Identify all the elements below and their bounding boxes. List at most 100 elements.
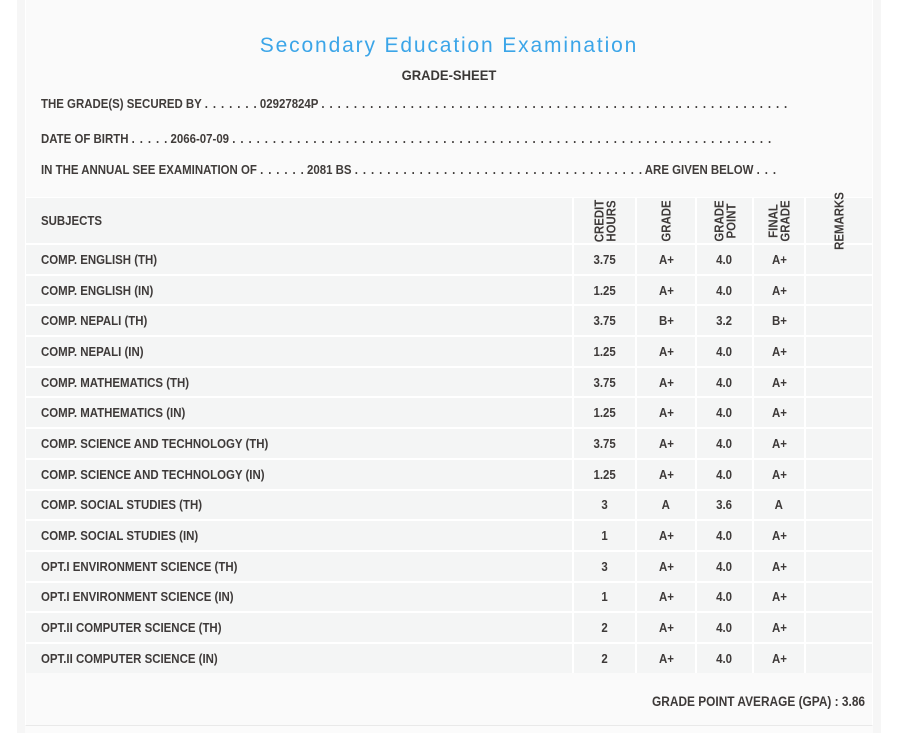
subject-cell: COMP. NEPALI (TH) xyxy=(26,306,572,336)
grade-cell: A+ xyxy=(637,551,695,581)
final-grade-cell: A+ xyxy=(754,551,804,581)
info-label: DATE OF BIRTH xyxy=(41,130,129,146)
credit-hours-cell: 3 xyxy=(574,551,635,581)
grade-point-cell: 4.0 xyxy=(697,245,752,274)
credit-hours-cell: 2 xyxy=(574,613,635,642)
credit-hours-cell: 3.75 xyxy=(574,306,635,336)
grade-point-cell: 4.0 xyxy=(697,275,752,305)
table-row: OPT.I ENVIRONMENT SCIENCE (TH) 3 A+ 4.0 … xyxy=(26,551,872,581)
final-grade-cell: A+ xyxy=(754,275,804,305)
gpa-label: GRADE POINT AVERAGE (GPA) : 3.86 xyxy=(652,693,865,709)
remarks-cell xyxy=(806,643,872,673)
credit-hours-cell: 1.25 xyxy=(574,398,635,428)
column-header-grade-point: GRADE POINT xyxy=(697,198,752,243)
table-row: COMP. NEPALI (TH) 3.75 B+ 3.2 B+ xyxy=(26,306,872,336)
remarks-cell xyxy=(806,490,872,520)
subject-cell: OPT.II COMPUTER SCIENCE (IN) xyxy=(26,643,572,673)
result-card: Secondary Education Examination GRADE-SH… xyxy=(17,0,881,733)
dotted-filler: . . . . . . . . . . . . . . . . . . . . … xyxy=(232,130,772,146)
remarks-cell xyxy=(806,429,872,458)
grades-secured-by-line: THE GRADE(S) SECURED BY . . . . . . . 02… xyxy=(41,95,862,112)
grade-point-cell: 4.0 xyxy=(697,459,752,489)
grade-point-cell: 4.0 xyxy=(697,613,752,642)
subject-cell: OPT.I ENVIRONMENT SCIENCE (IN) xyxy=(26,582,572,612)
remarks-cell xyxy=(806,275,872,305)
grade-point-cell: 4.0 xyxy=(697,429,752,458)
column-header-credit-hours: CREDIT HOURS xyxy=(574,198,635,243)
final-grade-cell: A+ xyxy=(754,367,804,397)
column-header-remarks: REMARKS xyxy=(806,192,872,249)
grade-cell: A+ xyxy=(637,245,695,274)
grade-cell: A+ xyxy=(637,429,695,458)
info-suffix: ARE GIVEN BELOW xyxy=(644,161,754,177)
grade-point-cell: 4.0 xyxy=(697,398,752,428)
remarks-cell xyxy=(806,337,872,366)
subject-cell: COMP. MATHEMATICS (IN) xyxy=(26,398,572,428)
subject-cell: OPT.II COMPUTER SCIENCE (TH) xyxy=(26,613,572,642)
subject-cell: COMP. SCIENCE AND TECHNOLOGY (IN) xyxy=(26,459,572,489)
grade-cell: B+ xyxy=(637,306,695,336)
table-row: COMP. MATHEMATICS (TH) 3.75 A+ 4.0 A+ xyxy=(26,367,872,397)
subject-cell: COMP. MATHEMATICS (TH) xyxy=(26,367,572,397)
subject-cell: COMP. ENGLISH (IN) xyxy=(26,275,572,305)
grade-point-cell: 4.0 xyxy=(697,582,752,612)
grade-cell: A+ xyxy=(637,275,695,305)
symbol-number-value: 02927824P xyxy=(259,96,319,111)
subject-cell: COMP. SCIENCE AND TECHNOLOGY (TH) xyxy=(26,429,572,458)
column-header-grade: GRADE xyxy=(637,198,695,243)
table-row: COMP. NEPALI (IN) 1.25 A+ 4.0 A+ xyxy=(26,337,872,366)
credit-hours-cell: 1.25 xyxy=(574,275,635,305)
credit-hours-cell: 3.75 xyxy=(574,367,635,397)
table-row: COMP. SOCIAL STUDIES (TH) 3 A 3.6 A xyxy=(26,490,872,520)
grade-cell: A+ xyxy=(637,398,695,428)
dotted-filler: . . . . . . xyxy=(260,161,304,177)
grade-cell: A+ xyxy=(637,367,695,397)
remarks-cell xyxy=(806,459,872,489)
grade-sheet: Secondary Education Examination GRADE-SH… xyxy=(25,0,873,726)
grade-cell: A+ xyxy=(637,643,695,673)
remarks-cell xyxy=(806,245,872,274)
final-grade-cell: A+ xyxy=(754,643,804,673)
table-header-row: SUBJECTS CREDIT HOURS GRADE GRADE POINT … xyxy=(26,192,872,249)
credit-hours-cell: 3 xyxy=(574,490,635,520)
column-header-subjects: SUBJECTS xyxy=(26,198,572,243)
date-of-birth-value: 2066-07-09 xyxy=(170,130,230,146)
table-row: COMP. SCIENCE AND TECHNOLOGY (IN) 1.25 A… xyxy=(26,459,872,489)
dotted-filler: . . . xyxy=(756,161,777,177)
final-grade-cell: B+ xyxy=(754,306,804,336)
page-title: Secondary Education Examination xyxy=(259,34,639,57)
grade-point-cell: 4.0 xyxy=(697,551,752,581)
column-header-final-grade: FINAL GRADE xyxy=(754,198,804,243)
table-row: OPT.I ENVIRONMENT SCIENCE (IN) 1 A+ 4.0 … xyxy=(26,582,872,612)
dotted-filler: . . . . . . . . . . . . . . . . . . . . … xyxy=(354,161,643,177)
remarks-cell xyxy=(806,551,872,581)
gpa-summary: GRADE POINT AVERAGE (GPA) : 3.86 xyxy=(26,693,872,710)
date-of-birth-line: DATE OF BIRTH . . . . . 2066-07-09 . . .… xyxy=(41,130,862,147)
grade-point-cell: 4.0 xyxy=(697,521,752,550)
subject-cell: COMP. SOCIAL STUDIES (TH) xyxy=(26,490,572,520)
remarks-cell xyxy=(806,367,872,397)
final-grade-cell: A+ xyxy=(754,582,804,612)
credit-hours-cell: 3.75 xyxy=(574,245,635,274)
final-grade-cell: A xyxy=(754,490,804,520)
credit-hours-cell: 1.25 xyxy=(574,337,635,366)
credit-hours-cell: 1.25 xyxy=(574,459,635,489)
final-grade-cell: A+ xyxy=(754,245,804,274)
subject-cell: COMP. ENGLISH (TH) xyxy=(26,245,572,274)
final-grade-cell: A+ xyxy=(754,398,804,428)
dotted-filler: . . . . . . . xyxy=(204,96,257,111)
credit-hours-cell: 3.75 xyxy=(574,429,635,458)
dotted-filler: . . . . . . . . . . . . . . . . . . . . … xyxy=(321,96,788,111)
table-row: COMP. SOCIAL STUDIES (IN) 1 A+ 4.0 A+ xyxy=(26,521,872,550)
info-label: IN THE ANNUAL SEE EXAMINATION OF xyxy=(41,161,257,177)
remarks-cell xyxy=(806,398,872,428)
exam-year-value: 2081 BS xyxy=(307,161,352,177)
grade-cell: A+ xyxy=(637,459,695,489)
info-label: THE GRADE(S) SECURED BY xyxy=(41,96,202,111)
dotted-filler: . . . . . xyxy=(131,130,168,146)
grades-table: SUBJECTS CREDIT HOURS GRADE GRADE POINT … xyxy=(26,192,872,673)
examination-year-line: IN THE ANNUAL SEE EXAMINATION OF . . . .… xyxy=(41,161,862,178)
credit-hours-cell: 1 xyxy=(574,582,635,612)
final-grade-cell: A+ xyxy=(754,429,804,458)
subject-cell: COMP. SOCIAL STUDIES (IN) xyxy=(26,521,572,550)
